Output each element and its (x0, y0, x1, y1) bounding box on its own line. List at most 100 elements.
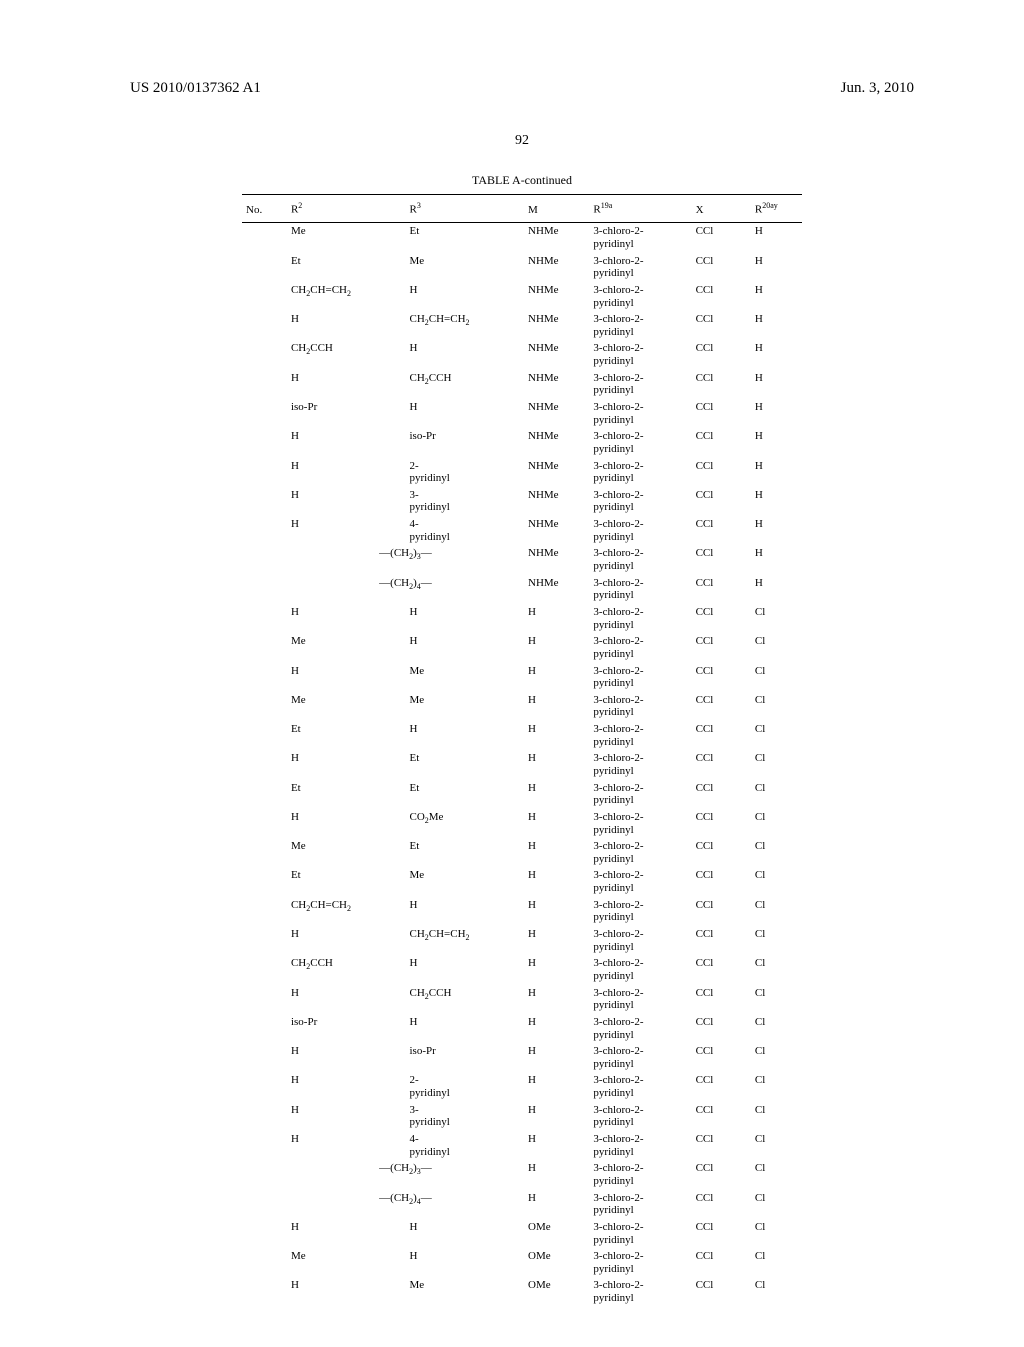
cell-x: CCl (692, 311, 751, 340)
cell-r2: H (287, 750, 406, 779)
cell-x: CCl (692, 458, 751, 487)
cell-no (242, 1043, 287, 1072)
cell-no (242, 721, 287, 750)
cell-r19a: 3-chloro-2-pyridinyl (589, 897, 691, 926)
cell-r19a: 3-chloro-2-pyridinyl (589, 750, 691, 779)
cell-r3: Et (405, 780, 524, 809)
cell-m: H (524, 838, 589, 867)
cell-r20ay: H (751, 311, 802, 340)
cell-no (242, 809, 287, 838)
cell-x: CCl (692, 604, 751, 633)
cell-r3: Me (405, 663, 524, 692)
cell-r19a: 3-chloro-2-pyridinyl (589, 1014, 691, 1043)
cell-m: NHMe (524, 575, 589, 604)
table-row: —(CH2)3—NHMe3-chloro-2-pyridinylCClH (242, 545, 802, 574)
cell-m: NHMe (524, 253, 589, 282)
cell-x: CCl (692, 1131, 751, 1160)
cell-no (242, 838, 287, 867)
table-row: HCH2CCHNHMe3-chloro-2-pyridinylCClH (242, 370, 802, 399)
cell-r20ay: Cl (751, 633, 802, 662)
cell-no (242, 663, 287, 692)
cell-r2: H (287, 926, 406, 955)
table-row: MeHOMe3-chloro-2-pyridinylCClCl (242, 1248, 802, 1277)
table-row: HHOMe3-chloro-2-pyridinylCClCl (242, 1219, 802, 1248)
cell-r19a: 3-chloro-2-pyridinyl (589, 311, 691, 340)
cell-r3: CO2Me (405, 809, 524, 838)
cell-r20ay: Cl (751, 1277, 802, 1306)
table-row: Hiso-PrH3-chloro-2-pyridinylCClCl (242, 1043, 802, 1072)
cell-r19a: 3-chloro-2-pyridinyl (589, 721, 691, 750)
cell-r19a: 3-chloro-2-pyridinyl (589, 1219, 691, 1248)
cell-r2: iso-Pr (287, 1014, 406, 1043)
table-row: MeEtNHMe3-chloro-2-pyridinylCClH (242, 223, 802, 253)
cell-r20ay: Cl (751, 838, 802, 867)
cell-r3: 2-pyridinyl (405, 458, 524, 487)
cell-x: CCl (692, 1219, 751, 1248)
cell-m: H (524, 780, 589, 809)
col-header-r19a: R19a (589, 195, 691, 223)
cell-r19a: 3-chloro-2-pyridinyl (589, 545, 691, 574)
table-row: HEtH3-chloro-2-pyridinylCClCl (242, 750, 802, 779)
cell-r20ay: H (751, 253, 802, 282)
cell-m: NHMe (524, 545, 589, 574)
cell-r2: H (287, 370, 406, 399)
cell-x: CCl (692, 282, 751, 311)
cell-r2r3-span: —(CH2)3— (287, 545, 524, 574)
cell-r20ay: Cl (751, 750, 802, 779)
cell-m: H (524, 926, 589, 955)
table-row: H3-pyridinylNHMe3-chloro-2-pyridinylCClH (242, 487, 802, 516)
cell-r3: H (405, 340, 524, 369)
cell-r3: CH2CCH (405, 985, 524, 1014)
cell-r2: Et (287, 721, 406, 750)
cell-r2: H (287, 985, 406, 1014)
cell-r2: Et (287, 780, 406, 809)
cell-r2: H (287, 809, 406, 838)
cell-x: CCl (692, 867, 751, 896)
cell-r19a: 3-chloro-2-pyridinyl (589, 955, 691, 984)
table-row: HCH2CCHH3-chloro-2-pyridinylCClCl (242, 985, 802, 1014)
cell-r19a: 3-chloro-2-pyridinyl (589, 926, 691, 955)
cell-m: H (524, 955, 589, 984)
cell-m: H (524, 750, 589, 779)
cell-m: H (524, 809, 589, 838)
table-row: MeEtH3-chloro-2-pyridinylCClCl (242, 838, 802, 867)
cell-r20ay: H (751, 545, 802, 574)
cell-x: CCl (692, 487, 751, 516)
cell-r3: Me (405, 1277, 524, 1306)
cell-r20ay: Cl (751, 1131, 802, 1160)
cell-r19a: 3-chloro-2-pyridinyl (589, 516, 691, 545)
table-row: HMeH3-chloro-2-pyridinylCClCl (242, 663, 802, 692)
cell-x: CCl (692, 428, 751, 457)
cell-r19a: 3-chloro-2-pyridinyl (589, 663, 691, 692)
cell-r3: H (405, 1248, 524, 1277)
table-row: EtMeH3-chloro-2-pyridinylCClCl (242, 867, 802, 896)
cell-no (242, 311, 287, 340)
cell-m: NHMe (524, 458, 589, 487)
cell-m: NHMe (524, 516, 589, 545)
cell-no (242, 897, 287, 926)
cell-r20ay: Cl (751, 926, 802, 955)
cell-r3: H (405, 1219, 524, 1248)
cell-no (242, 1014, 287, 1043)
cell-no (242, 1072, 287, 1101)
cell-m: OMe (524, 1219, 589, 1248)
cell-r2: CH2CCH (287, 340, 406, 369)
cell-r2: Me (287, 1248, 406, 1277)
cell-r20ay: Cl (751, 1248, 802, 1277)
table-row: iso-PrHH3-chloro-2-pyridinylCClCl (242, 1014, 802, 1043)
table-row: CH2CH=CH2HNHMe3-chloro-2-pyridinylCClH (242, 282, 802, 311)
cell-r2: H (287, 428, 406, 457)
cell-x: CCl (692, 1160, 751, 1189)
cell-r2: H (287, 604, 406, 633)
cell-x: CCl (692, 223, 751, 253)
cell-x: CCl (692, 750, 751, 779)
cell-no (242, 399, 287, 428)
table-row: CH2CCHHNHMe3-chloro-2-pyridinylCClH (242, 340, 802, 369)
cell-r20ay: H (751, 370, 802, 399)
cell-no (242, 458, 287, 487)
cell-r3: Et (405, 750, 524, 779)
cell-m: NHMe (524, 340, 589, 369)
cell-r19a: 3-chloro-2-pyridinyl (589, 809, 691, 838)
cell-r3: CH2CCH (405, 370, 524, 399)
cell-r3: H (405, 604, 524, 633)
